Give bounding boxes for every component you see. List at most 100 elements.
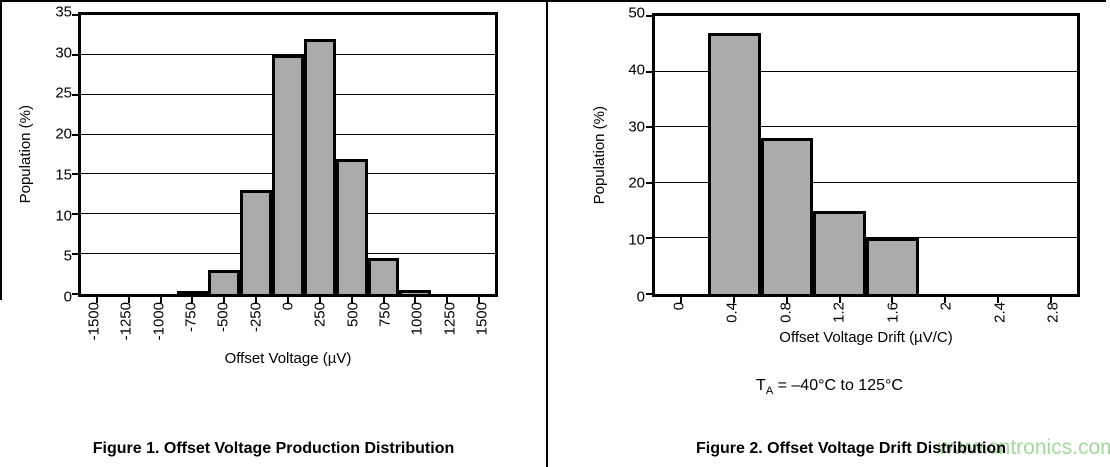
- y-tick-mark: [72, 173, 78, 176]
- x-tick-label-text: -250: [247, 302, 265, 333]
- y-tick-label-25: 25: [55, 84, 72, 102]
- y-tick-mark: [72, 293, 78, 295]
- x-tick-mark: [446, 297, 449, 303]
- bar-0.8: [760, 138, 814, 294]
- x-tick-label-1250: 1250: [441, 302, 459, 336]
- x-tick-label-1.2: 1.2: [831, 302, 848, 323]
- y-tick-label-10: 10: [55, 207, 72, 225]
- bar-750: [367, 258, 400, 294]
- x-tick-label--250: -250: [247, 302, 265, 333]
- x-tick-label-text: -1000: [150, 302, 168, 341]
- figure2-temperature-annotation: TA = –40°C to 125°C: [549, 377, 1110, 397]
- x-tick-label-text: 1000: [408, 302, 426, 336]
- x-tick-label-text: 0: [279, 302, 297, 311]
- y-tick-label-0: 0: [63, 288, 72, 306]
- y-tick-mark: [72, 253, 78, 256]
- x-tick-label-text: 2.4: [991, 302, 1009, 323]
- x-tick-label-1000: 1000: [408, 302, 426, 336]
- x-tick-mark: [733, 297, 736, 303]
- y-tick-label-40: 40: [628, 61, 645, 79]
- x-tick-mark: [944, 297, 947, 303]
- x-tick-label-text: 1.6: [884, 302, 902, 323]
- x-tick-label-text: -500: [214, 302, 232, 333]
- y-tick-mark: [72, 213, 78, 216]
- site-watermark: www.cntronics.com: [938, 436, 1110, 459]
- y-tick-label-5: 5: [63, 247, 72, 265]
- y-tick-mark: [72, 93, 78, 96]
- x-tick-label-text: 1250: [441, 302, 459, 336]
- x-tick-label-750: 750: [376, 302, 393, 327]
- y-tick-mark: [72, 14, 78, 16]
- x-tick-mark: [318, 297, 321, 303]
- y-tick-mark: [72, 133, 78, 136]
- bar-1.2: [813, 210, 866, 294]
- y-tick-mark: [72, 53, 78, 56]
- x-tick-label-text: 2: [937, 302, 955, 311]
- x-tick-label-text: -1250: [117, 302, 135, 341]
- bar--500: [208, 270, 241, 294]
- x-tick-label-text: 2.8: [1044, 302, 1062, 323]
- y-tick-mark: [646, 15, 652, 17]
- page-left-border: [0, 0, 2, 300]
- x-tick-label-text: 0.4: [723, 302, 741, 323]
- x-tick-label-2: 2: [937, 302, 955, 311]
- x-tick-label-250: 250: [312, 302, 329, 327]
- page-top-border: [0, 0, 1106, 2]
- annotation-range-text: = –40°C to 125°C: [773, 377, 903, 394]
- y-tick-mark: [646, 70, 652, 73]
- y-tick-label-15: 15: [55, 166, 72, 184]
- x-tick-label-2.4: 2.4: [991, 302, 1009, 323]
- y-tick-label-0: 0: [636, 288, 645, 306]
- panel-divider: [546, 0, 548, 467]
- x-tick-mark: [223, 297, 226, 303]
- figure2-x-axis-title: Offset Voltage Drift (µV/C): [779, 329, 953, 346]
- y-tick-label-35: 35: [55, 3, 72, 21]
- figure1-y-tick-labels: 0 5 10 15 20 25 30 35: [28, 5, 72, 305]
- x-tick-mark: [785, 297, 788, 303]
- y-tick-mark: [646, 237, 652, 240]
- x-tick-mark: [1049, 297, 1052, 303]
- bar-1.6: [866, 238, 919, 294]
- x-tick-mark: [255, 297, 258, 303]
- x-tick-label-text: 1500: [473, 302, 491, 336]
- x-tick-mark: [191, 297, 194, 303]
- x-tick-label-text: -1500: [85, 302, 103, 341]
- x-tick-label-2.8: 2.8: [1044, 302, 1062, 323]
- x-tick-mark: [127, 297, 130, 303]
- x-tick-label-0.8: 0.8: [777, 302, 794, 323]
- bar-250: [303, 38, 336, 294]
- bar--250: [240, 190, 273, 294]
- annotation-symbol: T: [756, 377, 766, 394]
- x-tick-mark: [891, 297, 894, 303]
- y-tick-label-30: 30: [628, 118, 645, 136]
- x-tick-label--1250: -1250: [117, 302, 135, 341]
- figure1-x-axis-title: Offset Voltage (µV): [224, 350, 352, 367]
- x-tick-label-text: -750: [182, 302, 200, 333]
- y-tick-mark: [646, 181, 652, 184]
- x-tick-mark: [287, 297, 289, 303]
- x-tick-mark: [350, 297, 353, 303]
- y-tick-mark: [646, 126, 652, 129]
- x-tick-mark: [95, 297, 98, 303]
- y-tick-label-30: 30: [55, 44, 72, 62]
- gridline-10: [655, 237, 1077, 239]
- y-tick-label-50: 50: [628, 4, 645, 22]
- x-tick-label--1500: -1500: [85, 302, 103, 341]
- x-tick-label-0.4: 0.4: [723, 302, 741, 323]
- figure1-caption: Figure 1. Offset Voltage Production Dist…: [92, 440, 455, 457]
- bar-0.4: [707, 32, 761, 294]
- x-tick-mark: [996, 297, 999, 303]
- bar-1000: [399, 290, 432, 294]
- figure1-plot-area: [72, 12, 498, 303]
- x-tick-label--750: -750: [182, 302, 200, 333]
- x-tick-mark: [382, 297, 385, 303]
- y-tick-label-20: 20: [628, 174, 645, 192]
- x-tick-label--500: -500: [214, 302, 232, 333]
- figure2-plot-area: [646, 13, 1080, 303]
- x-tick-label-0: 0: [670, 302, 687, 310]
- x-tick-label--1000: -1000: [150, 302, 168, 341]
- x-tick-label-1500: 1500: [473, 302, 491, 336]
- x-tick-mark: [478, 297, 481, 303]
- x-tick-label-500: 500: [344, 302, 361, 327]
